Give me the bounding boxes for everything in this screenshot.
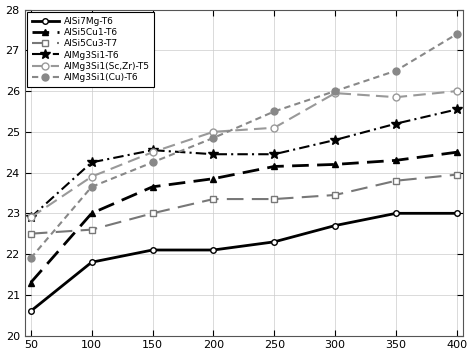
AlSi7Mg-T6: [272, 240, 277, 244]
AlSi5Cu1-T6: [332, 162, 338, 167]
Legend: AlSi7Mg-T6, AlSi5Cu1-T6, AlSi5Cu3-T7, AlMg3Si1-T6, AlMg3Si1(Sc,Zr)-T5, AlMg3Si1(: AlSi7Mg-T6, AlSi5Cu1-T6, AlSi5Cu3-T7, Al…: [27, 12, 154, 87]
AlMg3Si1(Sc,Zr)-T5: [89, 174, 94, 179]
AlSi5Cu1-T6: [28, 281, 34, 285]
AlSi5Cu3-T7: [28, 231, 34, 236]
Line: AlMg3Si1(Sc,Zr)-T5: AlMg3Si1(Sc,Zr)-T5: [27, 88, 460, 221]
AlSi5Cu1-T6: [210, 177, 216, 181]
Line: AlSi7Mg-T6: AlSi7Mg-T6: [28, 210, 460, 314]
AlMg3Si1(Sc,Zr)-T5: [150, 150, 155, 155]
AlMg3Si1(Sc,Zr)-T5: [210, 130, 216, 134]
AlSi5Cu3-T7: [272, 197, 277, 201]
Line: AlMg3Si1(Cu)-T6: AlMg3Si1(Cu)-T6: [27, 31, 460, 262]
AlSi7Mg-T6: [210, 248, 216, 252]
Line: AlSi5Cu3-T7: AlSi5Cu3-T7: [28, 172, 460, 236]
AlSi7Mg-T6: [150, 248, 155, 252]
AlMg3Si1-T6: [272, 152, 277, 156]
AlSi7Mg-T6: [28, 309, 34, 313]
AlMg3Si1-T6: [150, 148, 155, 152]
AlMg3Si1(Sc,Zr)-T5: [332, 91, 338, 95]
Line: AlSi5Cu1-T6: AlSi5Cu1-T6: [27, 149, 460, 286]
AlMg3Si1-T6: [332, 138, 338, 142]
AlMg3Si1-T6: [210, 152, 216, 156]
AlSi5Cu1-T6: [89, 211, 94, 215]
AlSi7Mg-T6: [454, 211, 460, 215]
AlSi5Cu1-T6: [393, 158, 399, 162]
AlMg3Si1(Cu)-T6: [332, 89, 338, 93]
AlMg3Si1(Cu)-T6: [272, 109, 277, 114]
AlMg3Si1(Cu)-T6: [454, 32, 460, 36]
AlSi5Cu3-T7: [89, 227, 94, 232]
AlMg3Si1-T6: [454, 107, 460, 111]
AlSi5Cu3-T7: [210, 197, 216, 201]
AlSi5Cu3-T7: [332, 193, 338, 197]
AlSi5Cu1-T6: [454, 150, 460, 155]
AlSi5Cu1-T6: [272, 164, 277, 169]
AlMg3Si1(Cu)-T6: [150, 160, 155, 164]
AlMg3Si1(Sc,Zr)-T5: [28, 215, 34, 220]
AlMg3Si1(Cu)-T6: [28, 256, 34, 260]
AlSi7Mg-T6: [332, 224, 338, 228]
AlMg3Si1(Sc,Zr)-T5: [454, 89, 460, 93]
AlMg3Si1-T6: [89, 160, 94, 164]
AlMg3Si1(Sc,Zr)-T5: [272, 126, 277, 130]
AlSi5Cu3-T7: [150, 211, 155, 215]
AlMg3Si1-T6: [28, 215, 34, 220]
AlMg3Si1(Cu)-T6: [210, 136, 216, 140]
AlSi5Cu3-T7: [454, 172, 460, 177]
AlMg3Si1-T6: [393, 121, 399, 126]
AlSi7Mg-T6: [89, 260, 94, 265]
AlMg3Si1(Sc,Zr)-T5: [393, 95, 399, 99]
AlSi5Cu1-T6: [150, 185, 155, 189]
AlMg3Si1(Cu)-T6: [393, 69, 399, 73]
AlMg3Si1(Cu)-T6: [89, 185, 94, 189]
AlSi7Mg-T6: [393, 211, 399, 215]
AlSi5Cu3-T7: [393, 179, 399, 183]
Line: AlMg3Si1-T6: AlMg3Si1-T6: [26, 105, 462, 222]
